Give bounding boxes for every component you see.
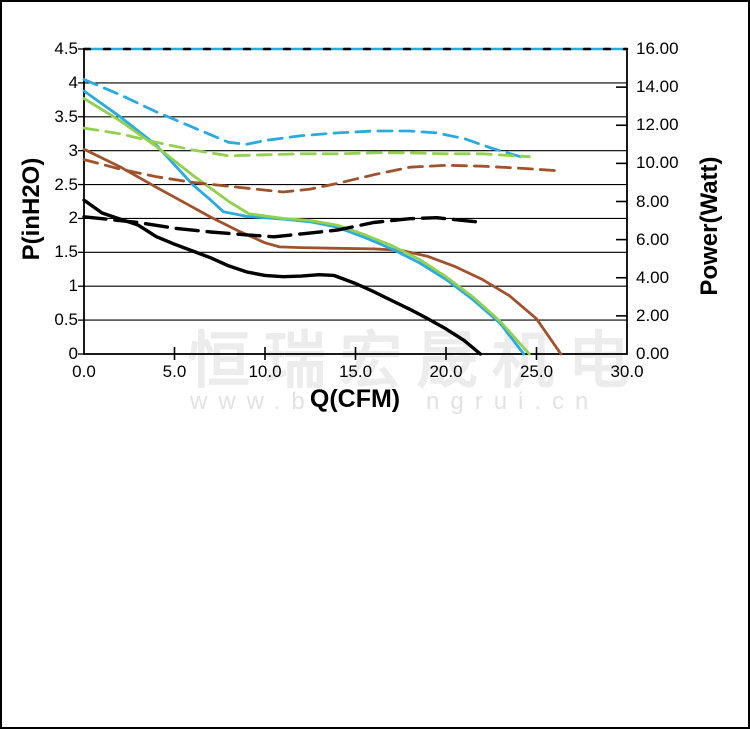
y-left-tick-label: 0.5 xyxy=(54,310,78,330)
y-left-tick-label: 4 xyxy=(68,72,78,92)
y-right-tick-label: 2.00 xyxy=(636,305,670,325)
x-tick-label: 5.0 xyxy=(162,362,187,381)
y-right-tick-label: 8.00 xyxy=(636,191,670,211)
x-tick-label: 10.0 xyxy=(248,362,282,381)
y-right-tick-label: 14.00 xyxy=(636,77,679,97)
watermark-url-left: www.b xyxy=(190,388,316,415)
y-right-tick-label: 10.00 xyxy=(636,153,679,173)
pq-power-chart: 恒瑞宏晟机电 www.b ngrui.cn 0 0.5 1 1.5 2 2.5 3 3.5 4 4… xyxy=(2,2,748,462)
y-right-tick-label: 6.00 xyxy=(636,229,670,249)
x-tick-label: 25.0 xyxy=(519,362,554,381)
y-left-tick-label: 4.5 xyxy=(54,39,78,58)
y-right-tick-label: 4.00 xyxy=(636,267,670,287)
plot-area xyxy=(2,2,748,462)
x-tick-label: 20.0 xyxy=(429,362,463,381)
y-left-tick-label: 2.5 xyxy=(54,174,78,194)
y-left-tick-label: 0 xyxy=(68,344,78,363)
left-axis-title: P(inH2O) xyxy=(18,157,45,261)
watermark-url-right: ngrui.cn xyxy=(426,388,600,415)
y-left-tick-label: 2 xyxy=(68,208,78,228)
legend: PF38281BX-Q030-S99 23000RPM VF38281BX-00… xyxy=(2,462,748,727)
right-axis-title: Power(Watt) xyxy=(696,156,723,296)
watermark-cjk-text: 恒瑞宏晟机电 xyxy=(188,327,645,396)
y-left-tick-label: 3 xyxy=(68,140,78,160)
y-left-tick-label: 1.5 xyxy=(54,242,78,262)
y-right-tick-label: 12.00 xyxy=(636,115,679,135)
y-right-tick-label: 0.00 xyxy=(636,344,670,363)
y-right-tick-label: 16.00 xyxy=(636,39,679,58)
x-tick-label: 30.0 xyxy=(610,362,644,381)
x-axis-title: Q(CFM) xyxy=(309,385,401,413)
x-tick-label: 15.0 xyxy=(338,362,373,381)
x-tick-label: 0.0 xyxy=(72,362,96,381)
y-left-tick-label: 3.5 xyxy=(54,106,78,126)
y-left-tick-label: 1 xyxy=(68,276,78,296)
